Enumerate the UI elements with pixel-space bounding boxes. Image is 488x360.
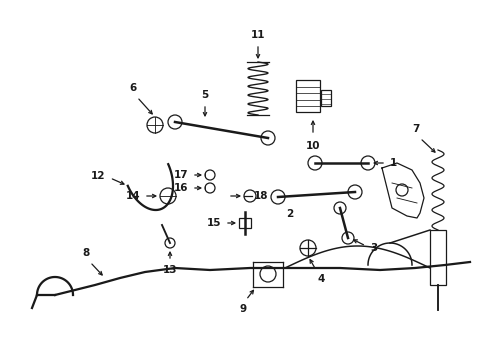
Text: 12: 12 — [91, 171, 105, 181]
Text: 17: 17 — [173, 170, 187, 180]
Text: 2: 2 — [286, 209, 293, 219]
Text: 5: 5 — [201, 90, 208, 100]
Text: 15: 15 — [206, 218, 221, 228]
Bar — [239, 218, 250, 228]
Text: 16: 16 — [173, 183, 187, 193]
Text: 9: 9 — [239, 304, 246, 314]
Bar — [295, 80, 319, 112]
Bar — [429, 230, 445, 285]
Text: 3: 3 — [369, 243, 376, 253]
Bar — [320, 90, 330, 106]
Text: 1: 1 — [389, 158, 396, 168]
Text: 14: 14 — [125, 191, 140, 201]
Text: 7: 7 — [411, 124, 419, 134]
Text: 10: 10 — [305, 141, 320, 151]
Text: 4: 4 — [317, 274, 325, 284]
Text: 18: 18 — [253, 191, 268, 201]
Text: 8: 8 — [82, 248, 89, 258]
Text: 13: 13 — [163, 265, 177, 275]
Text: 6: 6 — [129, 83, 136, 93]
Text: 11: 11 — [250, 30, 264, 40]
